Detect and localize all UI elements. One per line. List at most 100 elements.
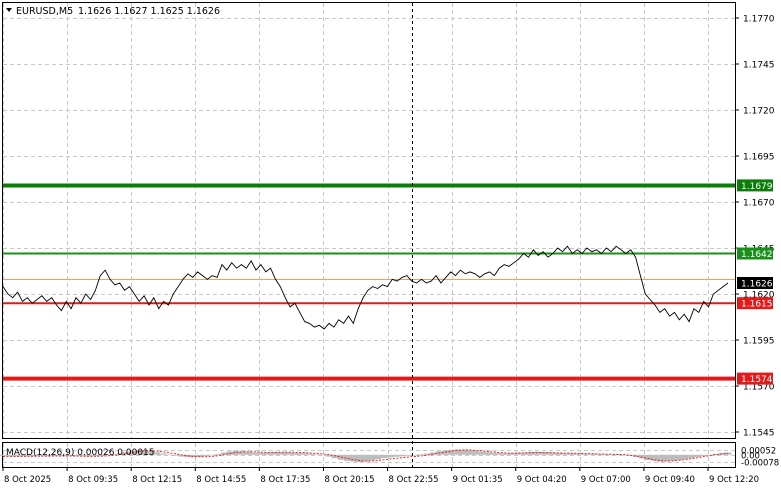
macd-bar xyxy=(251,452,259,455)
macd-bar xyxy=(313,454,320,455)
macd-bar xyxy=(577,453,584,455)
macd-bar xyxy=(552,452,560,455)
current-price-box xyxy=(737,277,773,289)
macd-bar xyxy=(675,454,683,461)
macd-bar xyxy=(448,449,455,455)
macd-bar xyxy=(282,452,289,455)
macd-bar xyxy=(12,454,19,457)
time-tick-label: 8 Oct 12:15 xyxy=(132,475,182,485)
macd-bar xyxy=(104,454,111,456)
time-axis: 8 Oct 2025 8 Oct 09:35 8 Oct 12:15 8 Oct 14… xyxy=(2,467,759,485)
macd-bar xyxy=(288,452,296,455)
price-axis: 1.17701.17451.17201.16951.16701.16451.16… xyxy=(735,15,775,439)
macd-bar xyxy=(503,453,511,455)
macd-bar xyxy=(380,454,388,459)
time-tick-label: 9 Oct 04:20 xyxy=(517,475,567,485)
symbol-label: EURUSD,M5 xyxy=(16,6,73,17)
price-tick-label: 1.1720 xyxy=(743,107,775,117)
macd-bar xyxy=(356,454,363,462)
macd-bar xyxy=(423,453,431,455)
macd-bar xyxy=(18,454,25,457)
macd-bar xyxy=(497,453,504,455)
macd-bar xyxy=(239,451,246,455)
macd-bar xyxy=(362,454,369,462)
macd-bar xyxy=(663,454,670,462)
macd-bar xyxy=(485,452,492,455)
macd-bar xyxy=(546,452,554,455)
price-tick-label: 1.1695 xyxy=(743,153,775,163)
chevron-down-icon[interactable] xyxy=(6,8,12,12)
macd-bar xyxy=(344,454,351,461)
macd-bar xyxy=(368,454,375,461)
macd-bar xyxy=(24,454,31,457)
level-label: 1.1679 xyxy=(741,182,773,192)
macd-bar xyxy=(85,454,93,457)
macd-bar xyxy=(221,452,228,455)
level-label: 1.1574 xyxy=(741,375,773,385)
macd-bar xyxy=(190,454,197,458)
ohlc-values: 1.1626 1.1627 1.1625 1.1626 xyxy=(78,6,220,17)
macd-bar xyxy=(589,453,597,455)
price-tick-label: 1.1770 xyxy=(743,15,775,25)
price-tick-label: 1.1670 xyxy=(743,199,775,209)
time-tick-label: 8 Oct 14:55 xyxy=(196,475,246,485)
macd-bar xyxy=(688,454,695,459)
macd-bar xyxy=(264,452,271,455)
macd-bar xyxy=(79,454,87,457)
macd-bar xyxy=(258,452,265,455)
price-panel-frame xyxy=(2,2,736,439)
time-tick-label: 9 Oct 07:00 xyxy=(581,475,631,485)
macd-bar xyxy=(479,451,486,455)
macd-bar xyxy=(36,454,44,457)
price-tick-label: 1.1595 xyxy=(743,337,775,347)
macd-bar xyxy=(608,454,615,455)
macd-bar xyxy=(325,454,332,457)
macd-signal-line xyxy=(3,449,729,462)
macd-bar xyxy=(393,454,400,457)
macd-bar xyxy=(522,452,529,455)
macd-bar xyxy=(651,454,658,462)
macd-bar xyxy=(159,453,167,455)
macd-bar xyxy=(233,450,240,455)
macd-bar xyxy=(374,454,382,460)
price-layer xyxy=(2,245,729,330)
macd-bar xyxy=(42,454,50,456)
macd-bar xyxy=(350,454,357,462)
macd-bar xyxy=(454,449,461,455)
level-label-box xyxy=(737,372,773,385)
macd-bar xyxy=(55,454,62,456)
macd-bar xyxy=(638,454,646,459)
macd-bar xyxy=(399,454,406,457)
macd-bar xyxy=(528,452,535,455)
macd-bar xyxy=(153,452,160,455)
macd-bar xyxy=(110,454,117,455)
macd-tick-label: 0.00052 xyxy=(741,447,776,457)
macd-bar xyxy=(30,454,37,457)
macd-layer xyxy=(0,449,732,462)
macd-bar xyxy=(712,453,719,455)
macd-bar xyxy=(172,454,179,456)
macd-bar xyxy=(184,454,191,458)
level-label-box xyxy=(737,179,773,192)
macd-bar xyxy=(319,454,326,456)
time-tick-label: 8 Oct 17:35 xyxy=(260,475,310,485)
macd-bar xyxy=(61,454,68,456)
macd-bar xyxy=(442,450,449,455)
macd-bar xyxy=(534,451,541,455)
macd-bar xyxy=(509,453,517,455)
time-tick-label: 8 Oct 2025 xyxy=(4,475,51,485)
macd-bar xyxy=(215,453,222,455)
macd-bar xyxy=(116,453,124,455)
macd-bar xyxy=(669,454,676,461)
macd-bar xyxy=(430,452,437,455)
macd-bar xyxy=(466,450,474,455)
time-tick-label: 9 Oct 01:35 xyxy=(453,475,503,485)
price-tick-label: 1.1620 xyxy=(743,291,775,301)
macd-bar xyxy=(67,454,74,456)
macd-bar xyxy=(135,450,142,455)
macd-bar xyxy=(178,454,185,457)
macd-bar xyxy=(417,454,425,455)
symbol-header[interactable]: EURUSD,M5 1.1626 1.1627 1.1625 1.1626 xyxy=(6,6,220,17)
